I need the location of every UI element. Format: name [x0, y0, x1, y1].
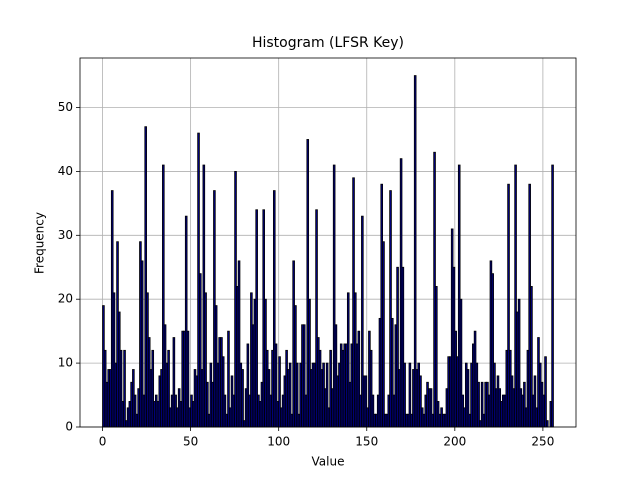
bar	[546, 420, 549, 428]
x-tick-label: 150	[355, 435, 378, 449]
x-tick-label: 200	[443, 435, 466, 449]
bar	[241, 369, 244, 428]
bar	[382, 241, 385, 428]
x-tick-label: 50	[183, 435, 198, 449]
x-tick-label: 250	[531, 435, 554, 449]
y-tick-label: 20	[58, 292, 73, 306]
plot-frame	[79, 57, 577, 428]
x-axis-label: Value	[312, 455, 345, 469]
x-tick-label: 100	[267, 435, 290, 449]
y-tick-label: 10	[58, 356, 73, 370]
y-tick-label: 0	[65, 420, 73, 434]
x-tick-label: 0	[99, 435, 107, 449]
y-tick-label: 30	[58, 228, 73, 242]
bar	[551, 164, 554, 428]
y-axis-label: Frequency	[33, 212, 47, 274]
y-tick-label: 50	[58, 100, 73, 114]
bar	[255, 209, 258, 428]
bar	[544, 356, 547, 428]
y-tick-label: 40	[58, 164, 73, 178]
bar	[123, 349, 126, 428]
chart-title: Histogram (LFSR Key)	[252, 35, 404, 51]
